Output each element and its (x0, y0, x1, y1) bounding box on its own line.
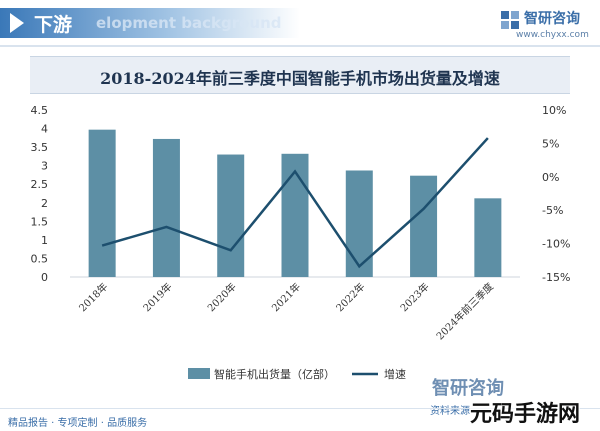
y-left-tick-label: 4 (41, 123, 48, 136)
corner-watermark: 元码手游网 (470, 396, 580, 428)
x-tick-label: 2021年 (269, 280, 303, 314)
bar (217, 155, 244, 277)
y-left-tick-label: 1 (41, 234, 48, 247)
y-right-tick-label: 10% (542, 104, 566, 117)
legend-bar-label: 智能手机出货量（亿部） (214, 367, 335, 381)
x-tick-label: 2022年 (333, 280, 367, 314)
y-left-tick-label: 3 (41, 160, 48, 173)
y-right-tick-label: -5% (542, 204, 563, 217)
x-tick-label: 2018年 (76, 280, 110, 314)
x-tick-label: 2023年 (397, 280, 431, 314)
y-right-tick-label: -15% (542, 271, 570, 284)
y-left-tick-label: 2.5 (31, 178, 49, 191)
y-right-tick-label: 0% (542, 171, 559, 184)
y-left-tick-label: 4.5 (31, 104, 49, 117)
y-left-tick-label: 0.5 (31, 252, 49, 265)
x-tick-label: 2020年 (205, 280, 239, 314)
x-tick-label: 2024年前三季度 (433, 280, 496, 343)
y-right-tick-label: 5% (542, 137, 559, 150)
bar (474, 198, 501, 277)
x-tick-label: 2019年 (140, 280, 174, 314)
bar (410, 176, 437, 277)
bar (346, 170, 373, 277)
y-left-tick-label: 3.5 (31, 141, 49, 154)
bar (153, 139, 180, 277)
source-text: 资料来源 (430, 402, 470, 417)
footer-services: 精品报告 · 专项定制 · 品质服务 (8, 414, 147, 429)
legend-bar-swatch (188, 368, 210, 379)
y-right-tick-label: -10% (542, 238, 570, 251)
y-left-tick-label: 0 (41, 271, 48, 284)
bar (89, 130, 116, 277)
y-left-tick-label: 2 (41, 197, 48, 210)
y-left-tick-label: 1.5 (31, 215, 49, 228)
legend-line-label: 增速 (384, 367, 406, 381)
